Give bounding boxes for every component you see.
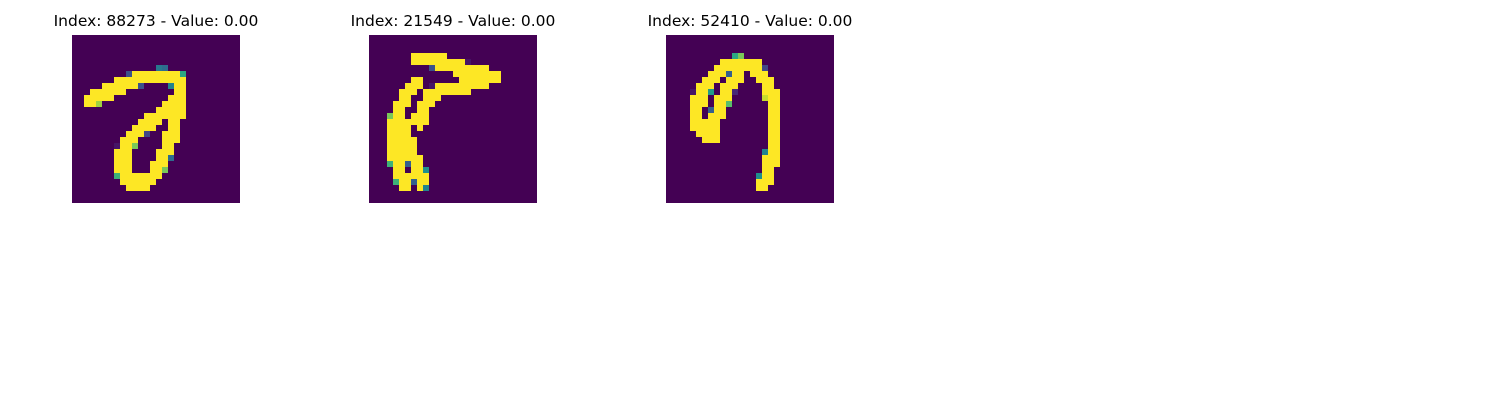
image-panel-2: Index: 21549 - Value: 0.00 bbox=[323, 0, 583, 210]
digit-image-3 bbox=[666, 35, 834, 203]
image-panel-3: Index: 52410 - Value: 0.00 bbox=[620, 0, 880, 210]
digit-image-1 bbox=[72, 35, 240, 203]
digit-image-2 bbox=[369, 35, 537, 203]
panel-title-3: Index: 52410 - Value: 0.00 bbox=[647, 12, 853, 30]
panel-title-2: Index: 21549 - Value: 0.00 bbox=[350, 12, 556, 30]
panel-title-1: Index: 88273 - Value: 0.00 bbox=[53, 12, 259, 30]
image-panel-1: Index: 88273 - Value: 0.00 bbox=[26, 0, 286, 210]
